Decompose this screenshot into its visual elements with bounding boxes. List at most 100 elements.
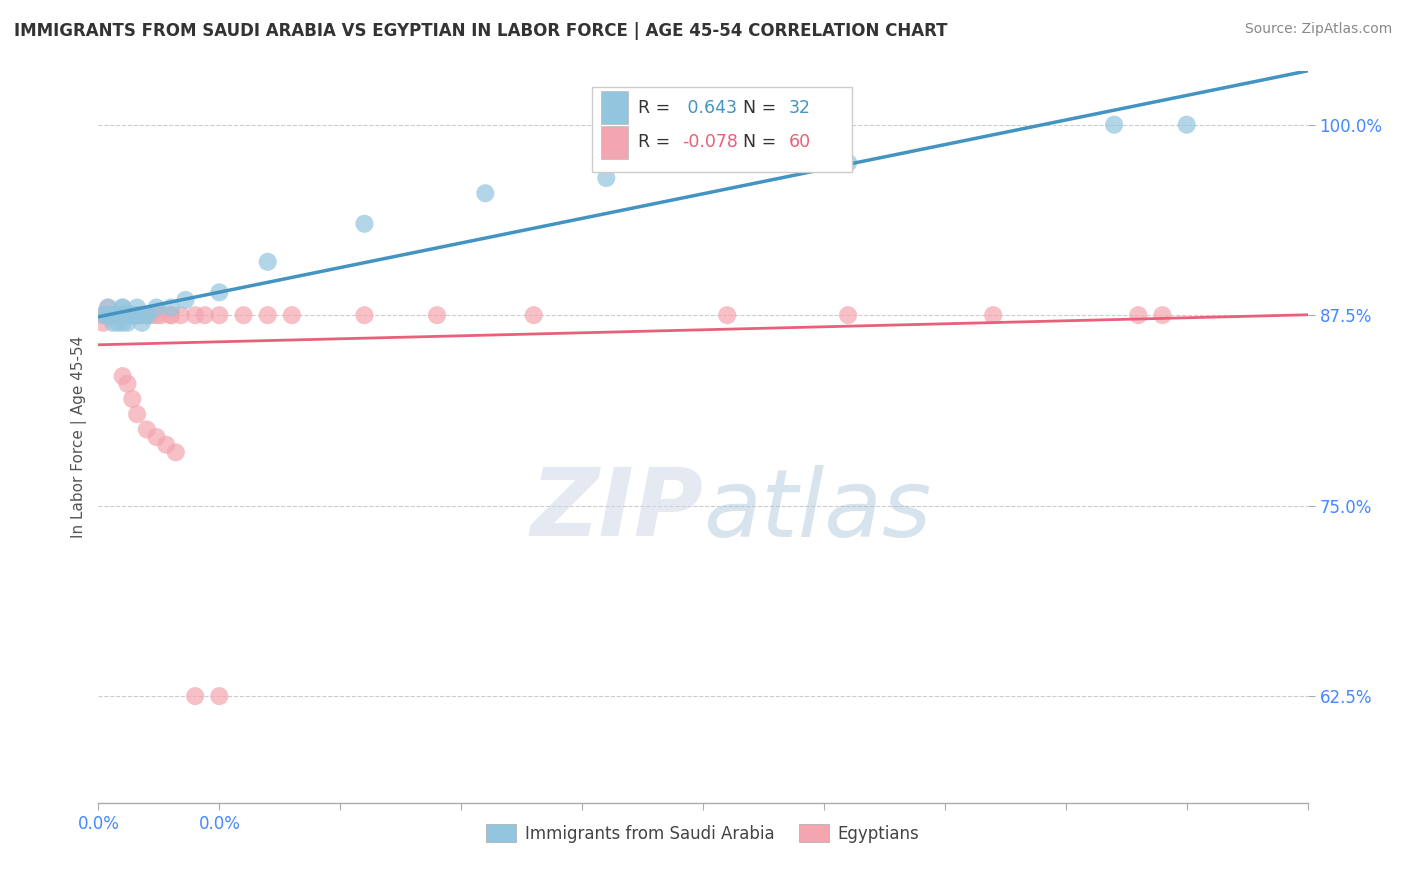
- Text: 60: 60: [789, 133, 811, 152]
- Point: [131, 316, 153, 330]
- Point: [111, 369, 134, 384]
- Y-axis label: In Labor Force | Age 45-54: In Labor Force | Age 45-54: [72, 336, 87, 538]
- Point: [208, 308, 231, 322]
- Point: [232, 308, 254, 322]
- Point: [837, 155, 859, 169]
- Point: [101, 316, 124, 330]
- Point: [127, 308, 149, 322]
- Text: R =: R =: [638, 133, 675, 152]
- Point: [145, 308, 167, 322]
- Point: [117, 376, 139, 391]
- Point: [1152, 308, 1174, 322]
- Point: [160, 308, 183, 322]
- Point: [121, 308, 143, 322]
- Point: [165, 445, 187, 459]
- Point: [97, 301, 120, 315]
- Point: [135, 308, 157, 322]
- Point: [135, 308, 157, 322]
- Point: [117, 316, 139, 330]
- Point: [107, 308, 129, 322]
- Point: [97, 308, 120, 322]
- Point: [208, 285, 231, 300]
- Point: [1102, 118, 1125, 132]
- Point: [208, 689, 231, 703]
- Point: [111, 316, 134, 330]
- Point: [121, 308, 143, 322]
- Point: [127, 308, 149, 322]
- Point: [353, 308, 375, 322]
- Point: [117, 308, 139, 322]
- Point: [111, 301, 134, 315]
- Point: [716, 308, 738, 322]
- Point: [127, 308, 149, 322]
- Text: N =: N =: [742, 133, 782, 152]
- FancyBboxPatch shape: [602, 92, 628, 124]
- Text: IMMIGRANTS FROM SAUDI ARABIA VS EGYPTIAN IN LABOR FORCE | AGE 45-54 CORRELATION : IMMIGRANTS FROM SAUDI ARABIA VS EGYPTIAN…: [14, 22, 948, 40]
- Point: [155, 438, 177, 452]
- Point: [111, 308, 134, 322]
- Text: 32: 32: [789, 99, 811, 117]
- Point: [121, 308, 143, 322]
- Point: [256, 308, 278, 322]
- Point: [174, 293, 197, 307]
- Point: [111, 308, 134, 322]
- Point: [97, 308, 120, 322]
- Point: [101, 308, 124, 322]
- Point: [150, 308, 173, 322]
- Point: [101, 308, 124, 322]
- Point: [111, 308, 134, 322]
- Point: [131, 308, 153, 322]
- Point: [141, 308, 163, 322]
- Point: [111, 308, 134, 322]
- Point: [194, 308, 217, 322]
- Point: [121, 308, 143, 322]
- Text: atlas: atlas: [703, 465, 931, 556]
- Point: [91, 308, 114, 322]
- Point: [127, 308, 149, 322]
- Point: [107, 308, 129, 322]
- Point: [131, 308, 153, 322]
- Point: [91, 316, 114, 330]
- Point: [523, 308, 546, 322]
- Point: [1175, 118, 1198, 132]
- Point: [595, 171, 617, 186]
- Point: [184, 689, 207, 703]
- Text: N =: N =: [742, 99, 782, 117]
- Point: [160, 308, 183, 322]
- FancyBboxPatch shape: [592, 87, 852, 171]
- Point: [111, 308, 134, 322]
- Point: [117, 308, 139, 322]
- Text: R =: R =: [638, 99, 675, 117]
- Point: [117, 308, 139, 322]
- Point: [101, 308, 124, 322]
- Point: [101, 308, 124, 322]
- Point: [91, 308, 114, 322]
- Point: [184, 308, 207, 322]
- Point: [160, 301, 183, 315]
- Point: [107, 308, 129, 322]
- Point: [474, 186, 496, 201]
- Point: [127, 407, 149, 421]
- Point: [837, 308, 859, 322]
- Text: 0.643: 0.643: [682, 99, 737, 117]
- Point: [97, 301, 120, 315]
- Point: [117, 308, 139, 322]
- Point: [281, 308, 304, 322]
- Point: [426, 308, 449, 322]
- Point: [121, 308, 143, 322]
- Point: [121, 392, 143, 406]
- Point: [101, 308, 124, 322]
- Point: [111, 301, 134, 315]
- Point: [169, 308, 191, 322]
- Point: [981, 308, 1004, 322]
- Point: [111, 308, 134, 322]
- Point: [145, 430, 167, 444]
- Legend: Immigrants from Saudi Arabia, Egyptians: Immigrants from Saudi Arabia, Egyptians: [479, 818, 927, 849]
- FancyBboxPatch shape: [602, 126, 628, 159]
- Point: [135, 308, 157, 322]
- Point: [353, 217, 375, 231]
- Point: [135, 308, 157, 322]
- Point: [127, 301, 149, 315]
- Point: [256, 255, 278, 269]
- Point: [117, 308, 139, 322]
